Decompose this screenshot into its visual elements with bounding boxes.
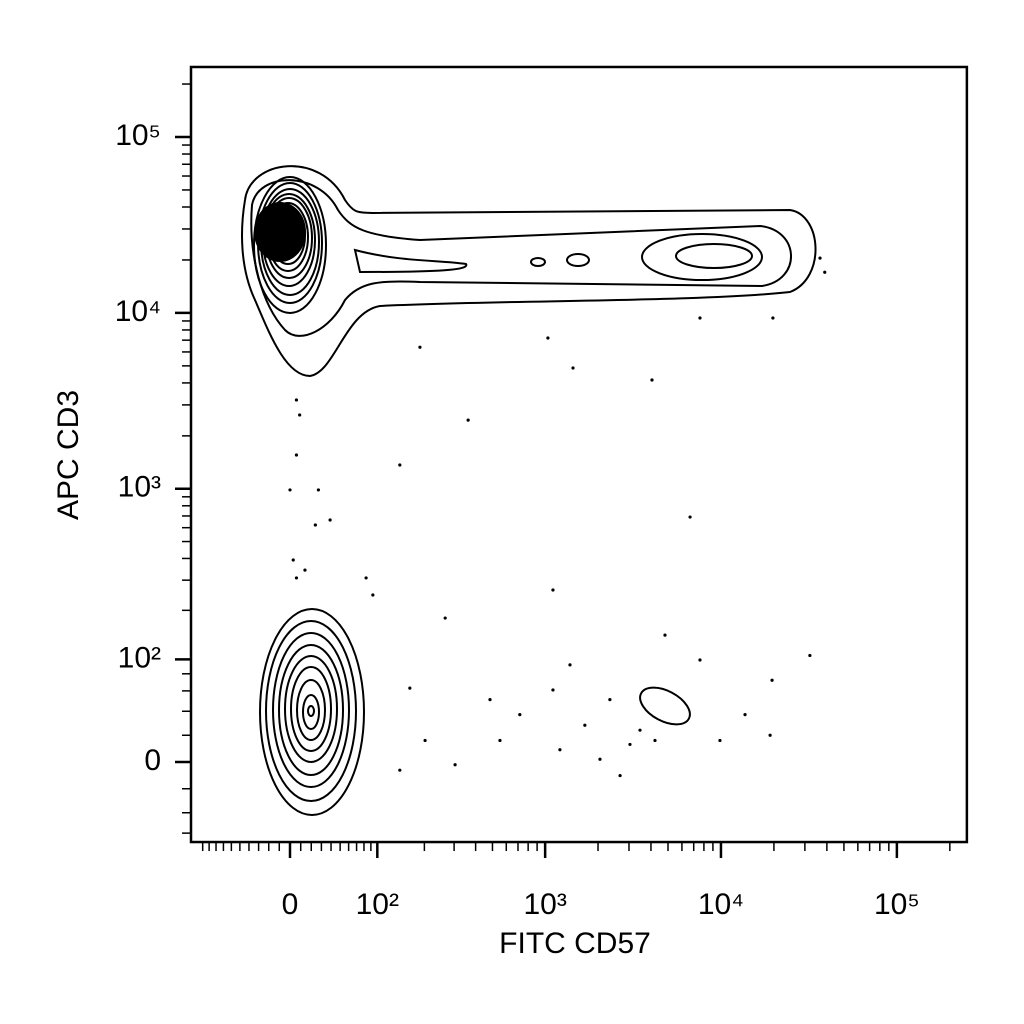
event-dot (518, 713, 522, 717)
event-dot (288, 488, 292, 492)
event-dot (608, 697, 612, 702)
y-tick-label: 0 (144, 744, 161, 777)
event-dot (443, 616, 447, 620)
contour (284, 655, 338, 763)
contour (250, 179, 792, 337)
event-dot (653, 738, 657, 743)
contour (353, 248, 468, 274)
plot-frame (189, 65, 969, 844)
x-axis-label: FITC CD57 (499, 927, 651, 960)
event-dot (823, 270, 827, 274)
event-dot (294, 576, 299, 580)
contour (639, 686, 691, 726)
event-dot (551, 688, 555, 692)
event-dot (364, 576, 368, 580)
event-dot (558, 748, 562, 752)
event-dot (818, 256, 822, 260)
event-dot (418, 345, 422, 349)
event-dot (688, 515, 692, 519)
event-dot (294, 453, 299, 457)
dense-fill (254, 202, 306, 262)
event-dot (698, 316, 702, 320)
x-tick-label: 10² (356, 888, 399, 921)
contour (307, 705, 315, 717)
event-dot (650, 378, 654, 382)
x-tick-label: 10³ (523, 888, 566, 921)
event-dot (453, 763, 457, 767)
event-dot (770, 678, 774, 682)
event-dot (618, 773, 622, 778)
event-dot (488, 697, 492, 702)
event-dot (628, 742, 632, 747)
event-dot (698, 658, 702, 662)
contour (530, 257, 546, 267)
y-tick-label: 10⁵ (115, 119, 161, 152)
y-tick-label: 10⁴ (115, 295, 161, 328)
event-dot (743, 713, 747, 717)
event-dot (408, 686, 412, 690)
contour (641, 233, 763, 281)
event-dot (568, 663, 572, 667)
x-tick-label: 10⁵ (874, 888, 920, 921)
event-dot (423, 738, 427, 743)
y-tick-label: 10³ (118, 471, 161, 504)
contour (675, 243, 753, 269)
event-dot (598, 757, 602, 761)
contours (241, 165, 817, 816)
event-dot (291, 558, 295, 562)
event-dot (371, 593, 375, 597)
event-dot (583, 723, 587, 727)
contour (290, 666, 332, 752)
contour (272, 632, 350, 788)
contour (259, 608, 365, 816)
event-dot (498, 738, 502, 743)
y-axis-label: APC CD3 (52, 390, 85, 520)
contour (253, 176, 327, 314)
event-dot (768, 733, 772, 737)
event-dot (571, 366, 575, 370)
event-dot (808, 653, 812, 658)
x-tick-label: 0 (282, 888, 299, 921)
event-dot (398, 768, 402, 772)
event-dot (298, 413, 302, 417)
event-dot (316, 488, 320, 492)
contour (278, 644, 344, 776)
contour (296, 679, 326, 741)
event-dot (663, 633, 667, 637)
event-dot (771, 316, 775, 320)
y-tick-label: 10² (118, 641, 161, 674)
contour (265, 620, 357, 802)
event-dot (303, 568, 307, 572)
event-dot (546, 336, 550, 340)
event-dot (638, 728, 642, 732)
event-dot (313, 523, 317, 527)
x-tick-label: 10⁴ (698, 888, 744, 921)
dense-core (253, 176, 327, 314)
event-dot (328, 518, 332, 522)
contour (241, 165, 817, 378)
contour (302, 694, 320, 730)
event-dot (551, 588, 555, 592)
event-dot (718, 738, 722, 743)
event-dot (294, 398, 299, 402)
contour (566, 253, 590, 267)
event-dot (466, 418, 470, 422)
event-dot (398, 463, 402, 467)
